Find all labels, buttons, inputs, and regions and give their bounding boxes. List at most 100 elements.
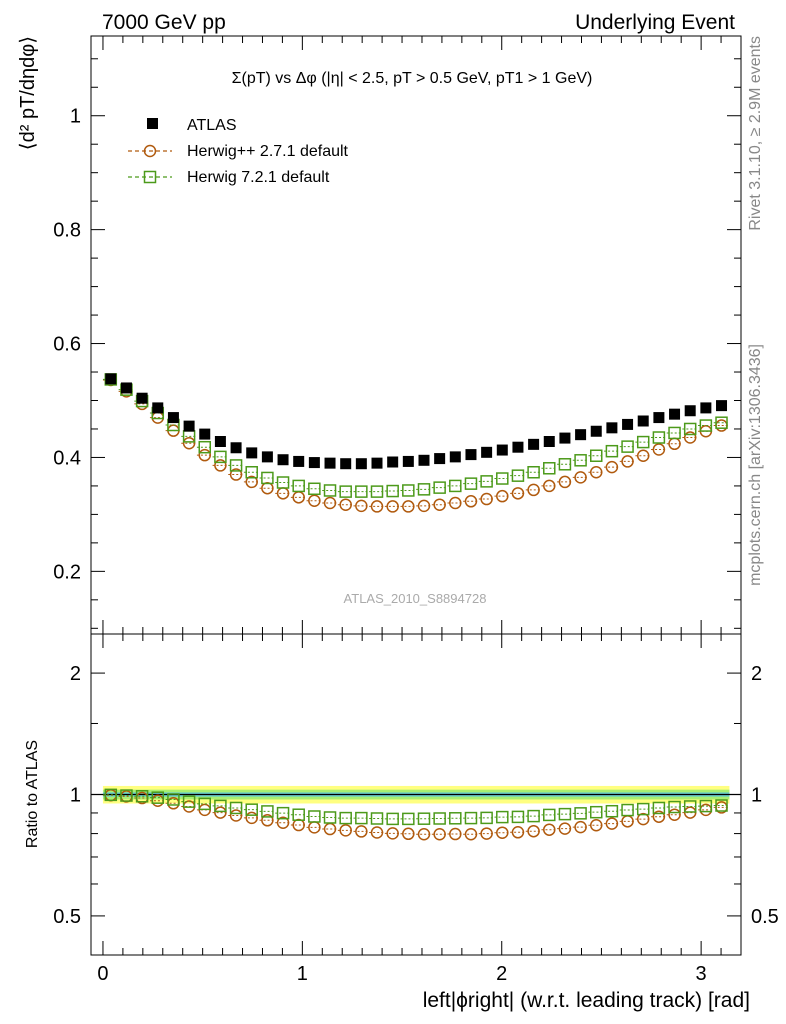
header-right: Underlying Event <box>575 11 735 34</box>
main-y-tick-label: 0.6 <box>53 334 81 356</box>
main-point-herwig-2-7-1-default <box>636 449 650 462</box>
ratio-point-herwig-2-7-1-default <box>558 822 572 835</box>
ratio-point-herwig-7-2-1-default <box>386 812 399 826</box>
main-point-herwig-7-2-1-default <box>417 483 431 496</box>
ratio-point-herwig-7-2-1-default <box>527 809 540 823</box>
main-point-herwig-7-2-1-default <box>261 471 274 485</box>
main-point-atlas <box>653 412 665 424</box>
ratio-point-herwig-2-7-1-default <box>402 827 415 841</box>
main-point-herwig-2-7-1-default <box>558 475 572 489</box>
main-point-atlas <box>512 441 524 453</box>
x-tick-label: 3 <box>696 963 707 985</box>
ratio-point-herwig-7-2-1-default <box>511 810 525 824</box>
ratio-point-herwig-7-2-1-default <box>496 810 509 824</box>
main-point-atlas <box>528 438 540 450</box>
main-point-atlas <box>261 451 273 463</box>
main-point-atlas <box>183 420 195 432</box>
ratio-point-herwig-7-2-1-default <box>480 811 493 825</box>
ratio-point-herwig-2-7-1-default <box>261 814 274 827</box>
main-point-atlas <box>371 457 383 469</box>
ratio-point-herwig-7-2-1-default <box>308 810 321 823</box>
main-y-tick-label: 0.2 <box>53 561 81 583</box>
main-point-atlas <box>481 446 493 458</box>
main-point-atlas <box>230 442 242 454</box>
ratio-y-tick-label-right: 0.5 <box>751 906 779 928</box>
ratio-point-herwig-2-7-1-default <box>668 808 681 821</box>
main-point-atlas <box>575 429 587 441</box>
x-tick-label: 1 <box>297 963 308 985</box>
main-point-herwig-7-2-1-default <box>683 422 697 436</box>
legend-atlas-label: ATLAS <box>187 117 237 134</box>
main-y-tick-label: 0.4 <box>53 447 81 469</box>
main-point-atlas <box>324 457 336 469</box>
x-tick-label: 2 <box>496 963 507 985</box>
main-point-herwig-7-2-1-default <box>511 469 525 482</box>
main-point-atlas <box>402 455 414 467</box>
main-point-herwig-2-7-1-default <box>574 471 587 484</box>
main-point-herwig-7-2-1-default <box>355 485 368 498</box>
ratio-point-herwig-7-2-1-default <box>198 797 211 811</box>
main-point-atlas <box>293 455 305 467</box>
ratio-point-herwig-7-2-1-default <box>245 803 258 816</box>
main-point-atlas <box>340 458 352 470</box>
ratio-point-herwig-2-7-1-default <box>480 827 493 840</box>
main-point-atlas <box>496 444 508 456</box>
main-point-herwig-2-7-1-default <box>292 491 305 504</box>
x-tick-label: 0 <box>97 963 108 985</box>
main-point-herwig-7-2-1-default <box>699 419 713 432</box>
main-point-herwig-7-2-1-default <box>652 431 666 444</box>
main-point-herwig-2-7-1-default <box>261 481 274 495</box>
ratio-point-herwig-7-2-1-default <box>214 799 227 813</box>
main-point-herwig-7-2-1-default <box>229 459 243 472</box>
main-point-atlas <box>355 458 367 470</box>
main-point-herwig-7-2-1-default <box>339 485 352 498</box>
ratio-point-herwig-2-7-1-default <box>214 806 227 819</box>
main-point-herwig-2-7-1-default <box>151 411 165 424</box>
main-point-atlas <box>590 425 602 437</box>
main-point-herwig-7-2-1-default <box>214 450 227 464</box>
main-point-atlas <box>543 436 555 448</box>
main-point-herwig-2-7-1-default <box>198 448 211 462</box>
ratio-point-herwig-7-2-1-default <box>449 812 462 825</box>
main-point-atlas <box>136 392 148 404</box>
ratio-point-herwig-7-2-1-default <box>402 812 415 826</box>
ratio-axes: 0 1 2 3 0.5 0.5 1 1 2 2 <box>53 633 779 985</box>
ratio-point-herwig-7-2-1-default <box>589 805 603 819</box>
main-point-herwig-7-2-1-default <box>527 466 540 479</box>
main-point-herwig-7-2-1-default <box>245 466 258 479</box>
ratio-point-herwig-7-2-1-default <box>120 789 133 802</box>
rivet-label: Rivet 3.1.10, ≥ 2.9M events <box>747 36 764 231</box>
main-point-herwig-7-2-1-default <box>449 479 462 493</box>
main-point-atlas <box>669 408 681 420</box>
ratio-point-herwig-7-2-1-default <box>151 791 165 804</box>
ratio-point-herwig-2-7-1-default <box>605 817 619 830</box>
main-point-herwig-2-7-1-default <box>433 498 446 511</box>
main-y-tick-label: 0.8 <box>53 220 81 242</box>
ratio-data-marks <box>102 788 730 841</box>
ratio-point-herwig-7-2-1-default <box>355 811 368 825</box>
main-point-atlas <box>684 405 696 417</box>
main-point-herwig-7-2-1-default <box>433 481 446 494</box>
ratio-y-tick-label-right: 2 <box>751 663 762 685</box>
main-point-herwig-7-2-1-default <box>276 476 290 489</box>
main-point-herwig-2-7-1-default <box>480 492 493 506</box>
main-point-herwig-2-7-1-default <box>449 496 462 510</box>
ratio-point-herwig-2-7-1-default <box>339 824 352 837</box>
main-point-atlas <box>637 415 649 427</box>
main-point-herwig-2-7-1-default <box>668 437 681 451</box>
legend-herwig7-marker <box>128 170 172 184</box>
main-point-herwig-2-7-1-default <box>715 419 728 432</box>
ratio-point-herwig-2-7-1-default <box>699 803 713 817</box>
main-point-atlas <box>559 432 571 444</box>
ratio-point-herwig-7-2-1-default <box>558 807 572 821</box>
watermark: ATLAS_2010_S8894728 <box>344 591 487 606</box>
ratio-point-herwig-2-7-1-default <box>449 827 462 841</box>
ratio-point-herwig-7-2-1-default <box>167 793 180 806</box>
ratio-point-herwig-7-2-1-default <box>621 803 634 817</box>
main-point-atlas <box>152 402 164 414</box>
main-point-herwig-2-7-1-default <box>214 459 227 472</box>
ratio-point-herwig-2-7-1-default <box>417 827 431 841</box>
ratio-point-herwig-7-2-1-default <box>574 807 587 820</box>
ratio-point-herwig-2-7-1-default <box>308 821 321 834</box>
main-y-axis-label: ⟨d² pT/dηdφ⟩ <box>17 36 39 150</box>
